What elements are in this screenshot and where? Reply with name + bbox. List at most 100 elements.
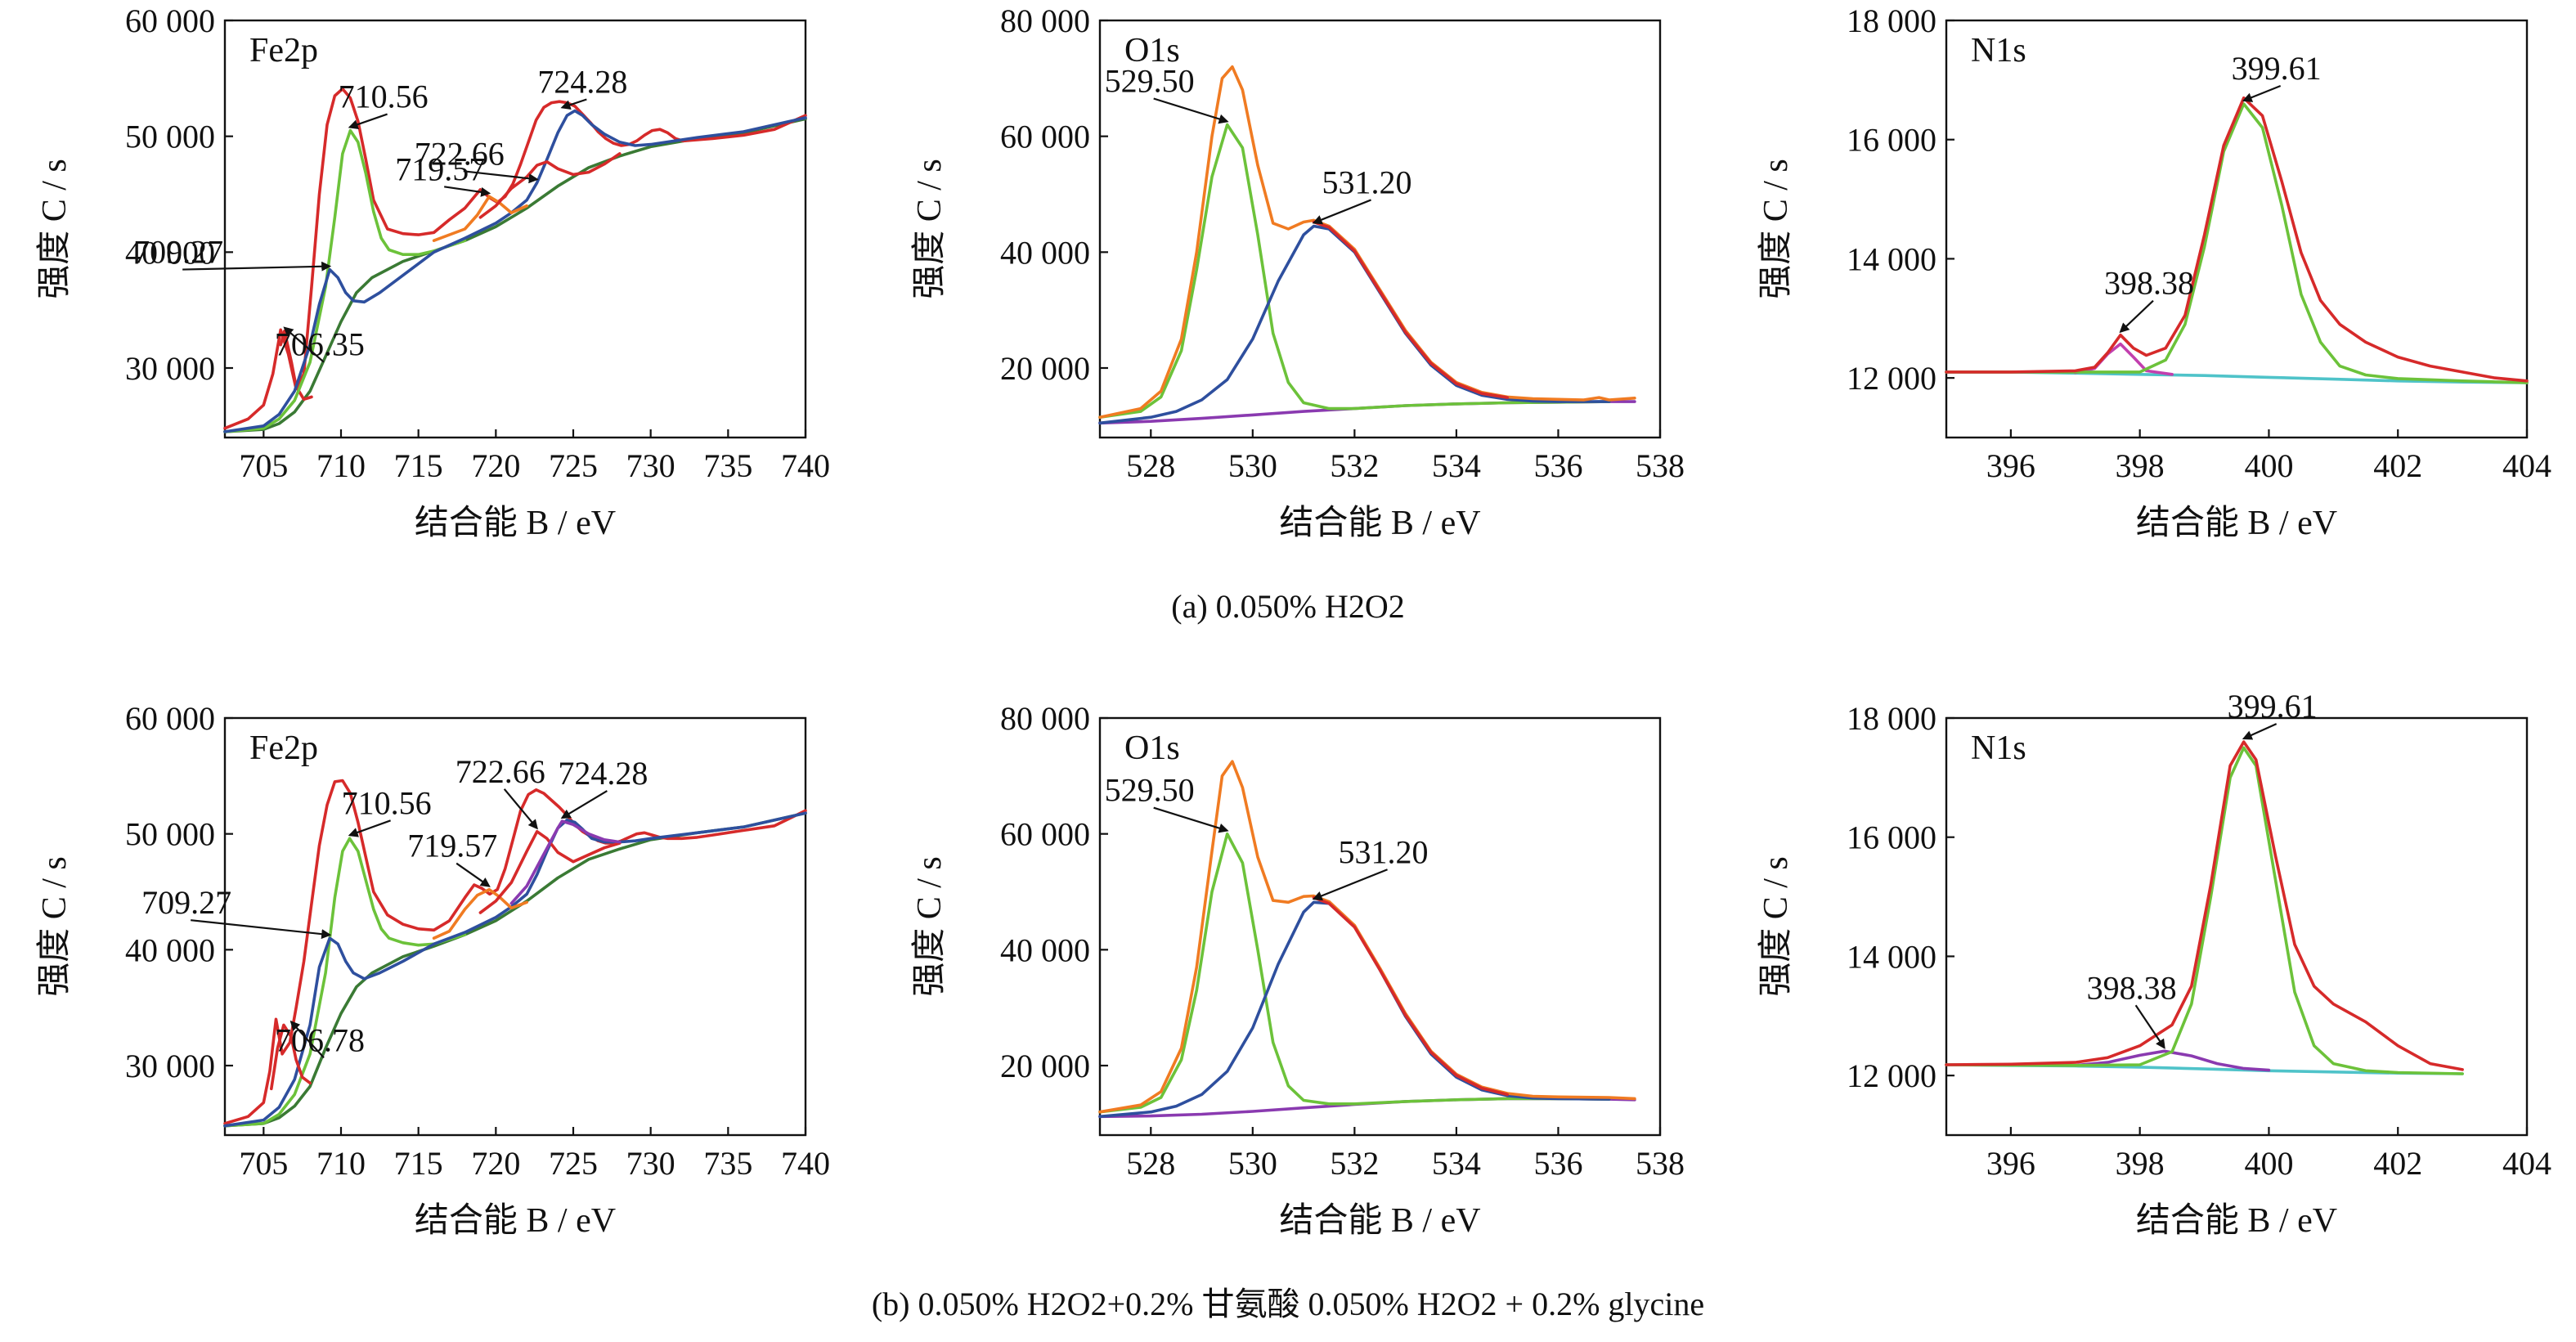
y-tick-label: 60 000 (125, 700, 215, 737)
series-line-red (223, 779, 807, 1125)
y-tick-label: 14 000 (1847, 938, 1936, 975)
peak-annotation: 722.66 (456, 753, 545, 790)
series-line-blue (1098, 900, 1611, 1119)
x-tick-label: 720 (471, 447, 520, 484)
x-tick-label: 735 (703, 1145, 752, 1182)
series-group (1945, 740, 2464, 1075)
x-tick-label: 705 (239, 1145, 288, 1182)
x-tick-label: 710 (316, 447, 366, 484)
x-tick-label: 402 (2373, 1145, 2422, 1182)
panel-b1: 705 710 715 720 725 730 735 740 30 000 40 000 50 0… (36, 700, 830, 1240)
peak-annotation: 709.27 (133, 234, 223, 271)
plot-frame (1098, 716, 1662, 1137)
annotation-arrow (182, 261, 332, 272)
panel-b2: 528 530 532 534 536 538 20 000 40 000 60 000 80 0… (911, 700, 1685, 1240)
annotation-arrow (444, 186, 491, 197)
peak-annotation: 724.28 (537, 64, 627, 101)
peak-annotation: 719.57 (407, 828, 497, 864)
x-tick-label: 740 (781, 447, 830, 484)
plot-frame (1098, 19, 1662, 439)
annotation-arrow (289, 1020, 325, 1059)
panel-tag: O1s (1124, 729, 1180, 767)
series-line-red (478, 152, 622, 219)
x-tick-label: 528 (1126, 1145, 1175, 1182)
y-axis-label: 强度 C / s (36, 159, 74, 299)
series-line-red (1945, 740, 2464, 1071)
annotation-arrow (1153, 97, 1229, 124)
series-group (1098, 65, 1636, 425)
y-tick-label: 16 000 (1847, 122, 1936, 159)
y-tick-label: 40 000 (1000, 931, 1090, 968)
x-tick-label: 538 (1636, 447, 1685, 484)
panel-tag: N1s (1971, 32, 2026, 70)
x-tick-label: 536 (1533, 447, 1582, 484)
x-tick-label: 532 (1330, 447, 1379, 484)
y-tick-label: 12 000 (1847, 360, 1936, 397)
series-line-red (1312, 895, 1509, 1097)
annotation-arrow (2242, 723, 2278, 740)
y-tick-label: 20 000 (1000, 1048, 1090, 1084)
series-line-blue (1098, 224, 1611, 425)
series-line-darkgreen (223, 811, 807, 1128)
x-tick-label: 528 (1126, 447, 1175, 484)
series-line-green (223, 128, 467, 433)
y-tick-label: 16 000 (1847, 819, 1936, 856)
peak-annotation: 531.20 (1322, 164, 1412, 200)
peak-annotation: 724.28 (558, 755, 648, 792)
series-line-purple (509, 819, 622, 905)
x-tick-label: 715 (394, 1145, 443, 1182)
y-tick-label: 30 000 (125, 1048, 215, 1084)
y-tick-label: 50 000 (125, 119, 215, 155)
y-tick-label: 60 000 (1000, 816, 1090, 853)
y-axis-label: 强度 C / s (36, 856, 74, 997)
peak-annotation: 398.38 (2104, 265, 2194, 302)
x-tick-label: 396 (1986, 1145, 2035, 1182)
peak-annotation: 710.56 (339, 79, 429, 115)
series-line-green (1945, 746, 2464, 1075)
annotation-arrow (1153, 806, 1229, 833)
y-tick-label: 80 000 (1000, 2, 1090, 39)
x-tick-label: 396 (1986, 447, 2035, 484)
y-tick-label: 40 000 (1000, 234, 1090, 271)
x-tick-label: 402 (2373, 447, 2422, 484)
annotation-arrow (348, 113, 388, 129)
peak-annotation: 398.38 (2087, 969, 2177, 1006)
x-axis-label: 结合能 B / eV (2136, 1202, 2337, 1240)
y-tick-label: 60 000 (1000, 119, 1090, 155)
y-tick-label: 80 000 (1000, 700, 1090, 737)
annotation-arrow (1312, 868, 1388, 901)
annotation-arrow (560, 98, 587, 110)
x-tick-label: 398 (2116, 447, 2165, 484)
annotation-arrow (283, 326, 325, 363)
annotation-arrow (463, 170, 539, 184)
peak-annotation: 529.50 (1105, 772, 1195, 809)
caption-b: (b) 0.050% H2O2+0.2% 甘氨酸 0.050% H2O2 + 0… (872, 1286, 1704, 1322)
annotation-arrow (2119, 299, 2154, 334)
x-axis-label: 结合能 B / eV (1279, 1202, 1480, 1240)
series-line-blue (223, 109, 807, 433)
x-axis-label: 结合能 B / eV (2136, 505, 2337, 542)
peak-annotation: 719.57 (395, 150, 485, 187)
series-line-green (1945, 102, 2529, 384)
plot-frame (223, 19, 807, 439)
series-line-purple (2074, 1049, 2271, 1072)
y-tick-label: 40 000 (125, 931, 215, 968)
peak-annotation: 399.61 (2228, 688, 2318, 725)
series-line-green (1098, 123, 1611, 419)
x-tick-label: 710 (316, 1145, 366, 1182)
series-line-green (223, 837, 467, 1128)
y-tick-label: 12 000 (1847, 1057, 1936, 1094)
x-tick-label: 730 (626, 1145, 675, 1182)
annotation-arrow (503, 788, 538, 830)
x-tick-label: 735 (703, 447, 752, 484)
annotation-arrow (348, 819, 391, 837)
x-tick-label: 530 (1228, 447, 1277, 484)
panel-tag: Fe2p (249, 729, 318, 767)
x-tick-label: 725 (549, 1145, 598, 1182)
x-tick-label: 404 (2502, 1145, 2551, 1182)
series-line-orange (432, 887, 528, 940)
series-line-magenta (2074, 342, 2174, 376)
series-group (1098, 760, 1636, 1119)
peak-annotation: 710.56 (342, 784, 432, 821)
